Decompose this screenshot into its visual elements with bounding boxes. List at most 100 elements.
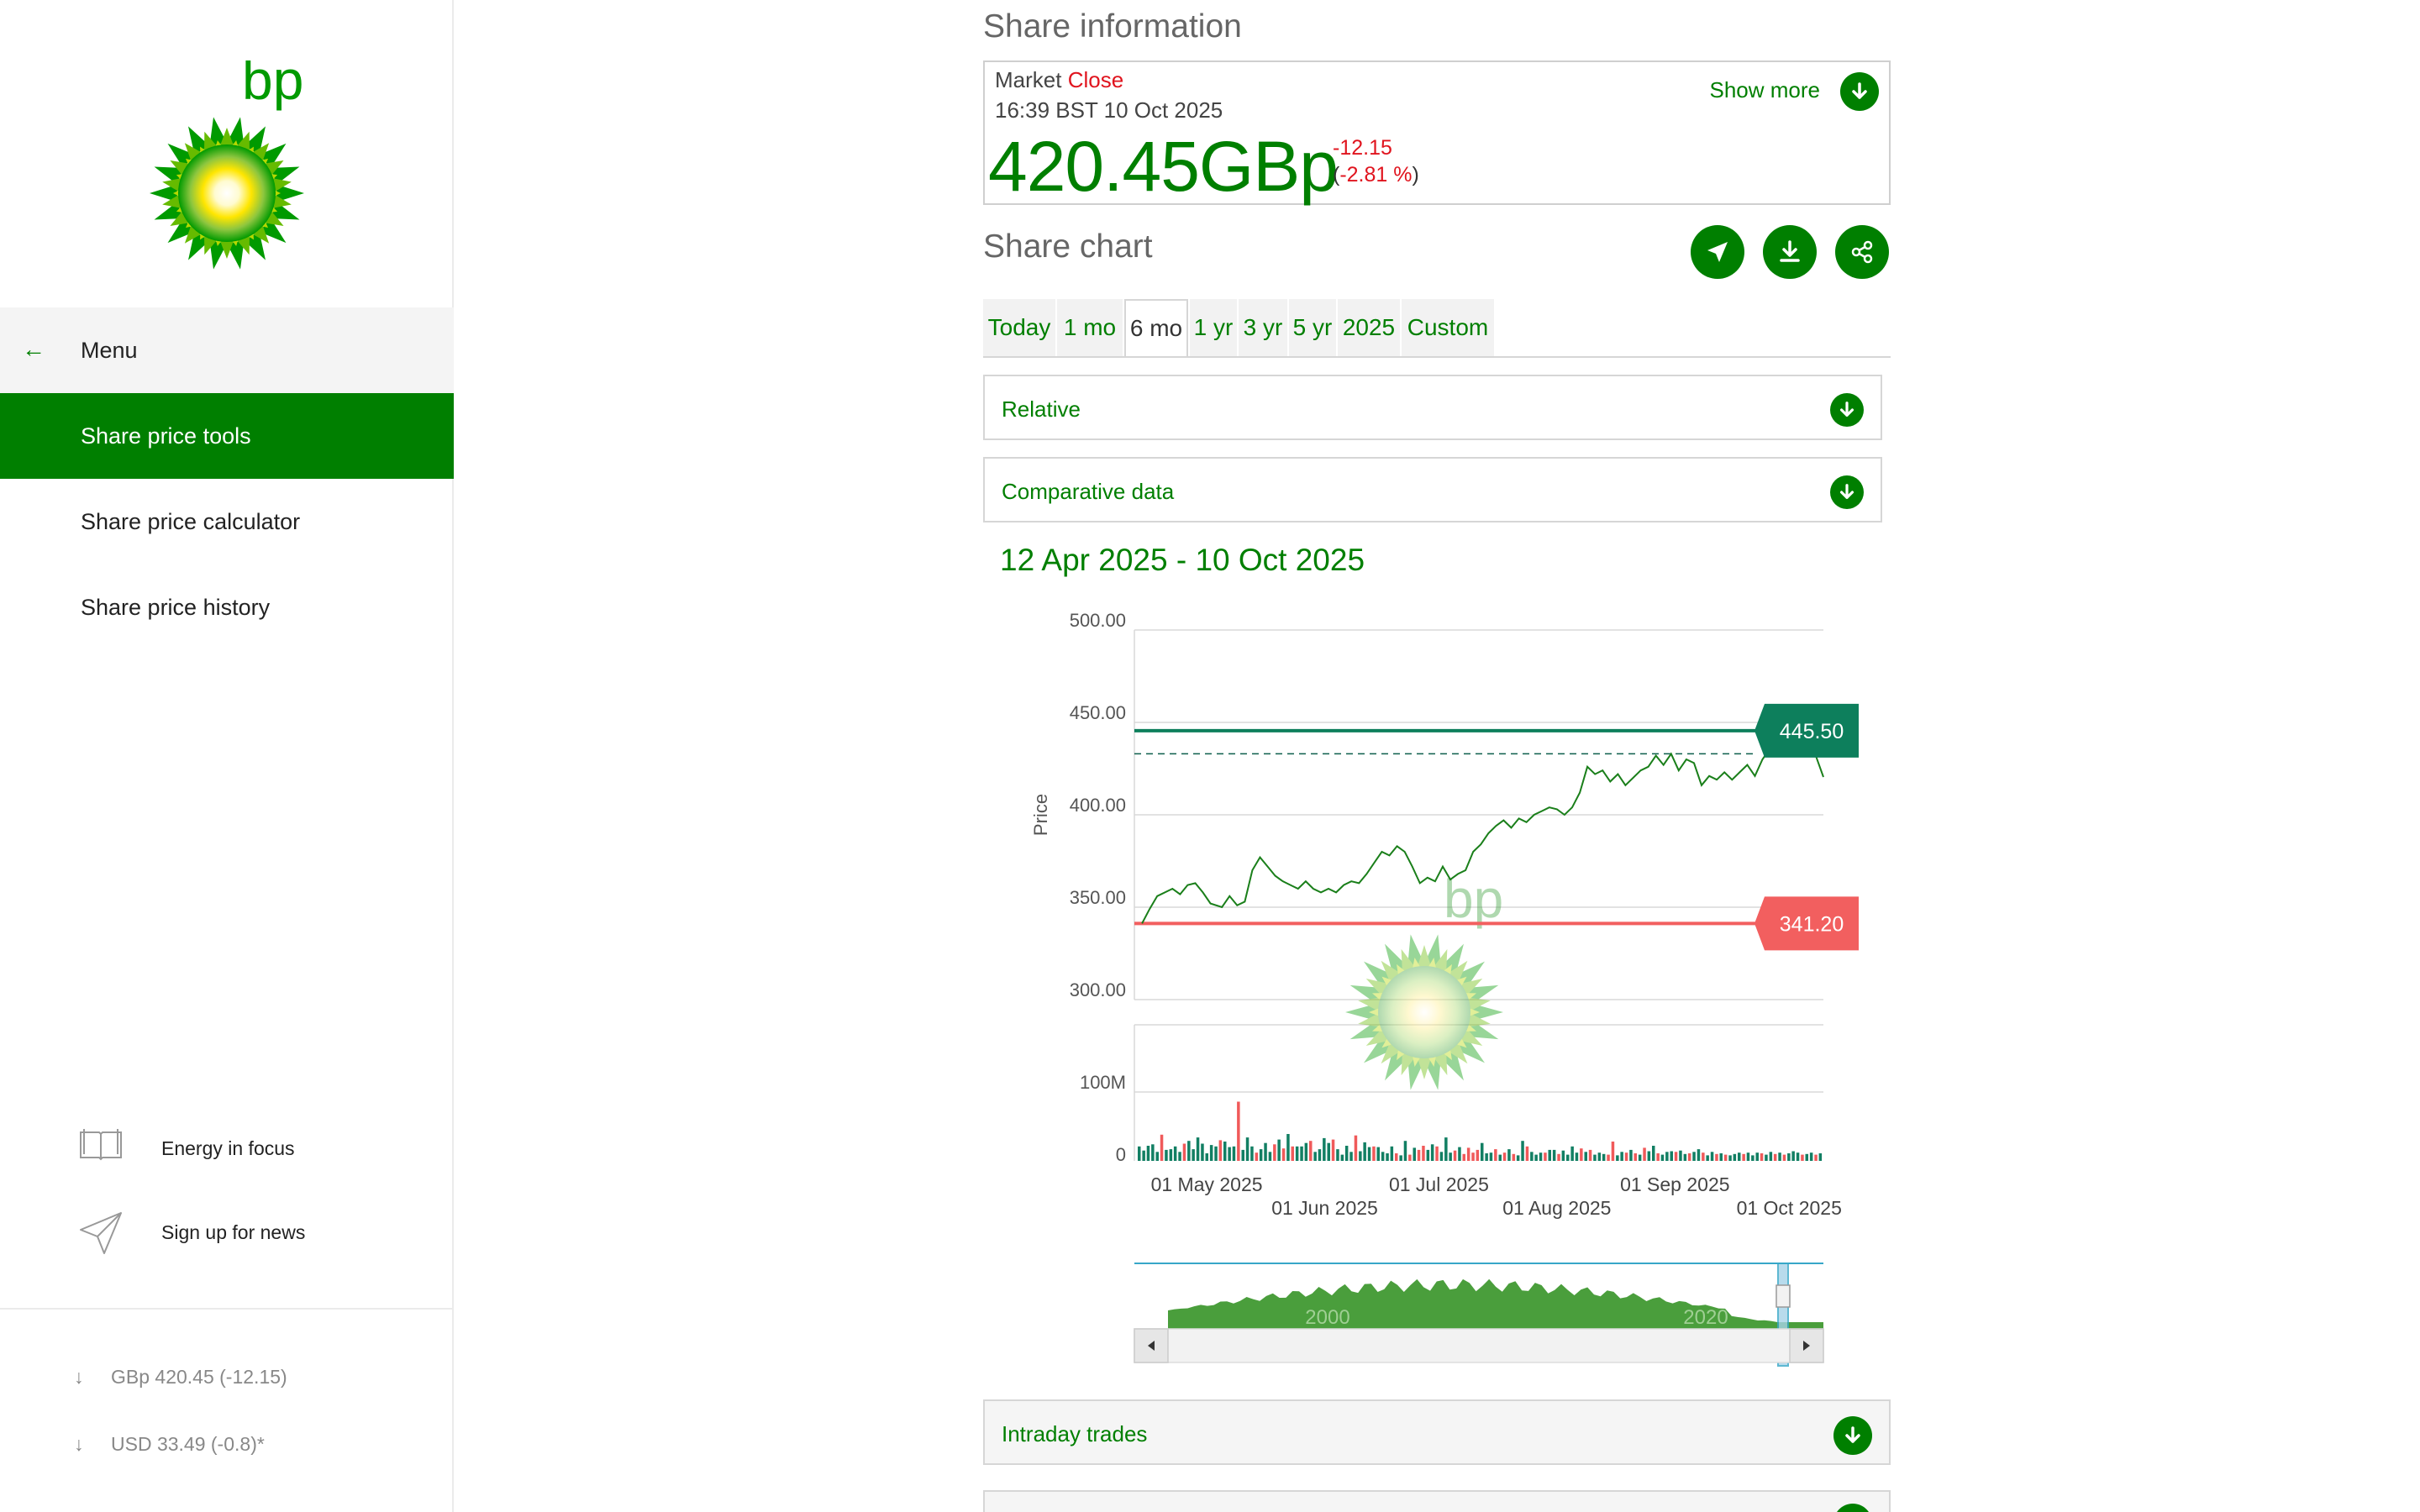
accordion-label: Comparative data — [1002, 479, 1175, 504]
ticker-gbp: ↓ GBp 420.45 (-12.15) — [74, 1366, 287, 1389]
share-button[interactable] — [1835, 225, 1889, 279]
volume-bar — [1165, 1149, 1168, 1161]
expand-button[interactable] — [1830, 393, 1864, 427]
nav-label: Share price tools — [81, 423, 251, 449]
next-accordion[interactable] — [983, 1490, 1891, 1512]
watermark-core — [1378, 966, 1470, 1058]
sun-petal — [1385, 943, 1408, 975]
volume-bar — [1399, 1155, 1402, 1161]
volume-bar — [1697, 1149, 1701, 1161]
nav-share-price-tools[interactable]: Share price tools — [0, 393, 454, 479]
sun-petal — [184, 143, 204, 165]
tab-1-yr[interactable]: 1 yr — [1190, 299, 1237, 356]
tab-6-mo[interactable]: 6 mo — [1124, 299, 1188, 356]
sun-petal — [227, 240, 245, 270]
volume-bar — [1439, 1152, 1444, 1161]
volume-bar — [1413, 1147, 1416, 1161]
ticker-usd: ↓ USD 33.49 (-0.8)* — [74, 1433, 265, 1456]
send-button[interactable] — [1691, 225, 1744, 279]
volume-tick-label: 100M — [1080, 1072, 1126, 1093]
expand-button[interactable] — [1833, 1504, 1872, 1512]
nav-share-price-calculator[interactable]: Share price calculator — [0, 479, 454, 564]
bp-logo[interactable]: bp — [143, 49, 311, 279]
navigator-scrollbar — [1134, 1328, 1824, 1363]
scroll-left-icon — [1148, 1341, 1155, 1351]
volume-bar — [1611, 1142, 1615, 1161]
volume-bar — [1647, 1151, 1651, 1161]
scroll-right-icon — [1803, 1341, 1810, 1351]
watermark-text: bp — [1444, 869, 1503, 929]
intraday-trades-accordion[interactable]: Intraday trades — [983, 1399, 1891, 1465]
volume-bar — [1458, 1147, 1461, 1161]
market-timestamp: 16:39 BST 10 Oct 2025 — [995, 97, 1223, 123]
x-tick-label: 01 Oct 2025 — [1737, 1197, 1842, 1219]
tab-custom[interactable]: Custom — [1402, 299, 1494, 356]
volume-bar — [1323, 1137, 1326, 1161]
comparative-data-accordion[interactable]: Comparative data — [983, 457, 1882, 522]
arrow-down-icon: ↓ — [74, 1433, 84, 1455]
volume-bar — [1340, 1154, 1344, 1161]
sun-petal — [218, 238, 235, 259]
sun-petal — [227, 117, 245, 146]
arrow-down-icon: ↓ — [74, 1366, 84, 1388]
volume-bar — [1205, 1153, 1208, 1161]
tab-5-yr[interactable]: 5 yr — [1289, 299, 1336, 356]
share-price-chart[interactable]: bp 500.00 450.00 400.00 350.00 300.00 100M 0 P… — [1008, 588, 1899, 1369]
volume-bar — [1209, 1145, 1213, 1161]
paren-open: ( — [1333, 163, 1340, 186]
back-arrow-icon[interactable]: ← — [22, 336, 45, 362]
volume-bar — [1196, 1137, 1200, 1161]
volume-bar — [1787, 1153, 1791, 1161]
volume-bar — [1309, 1141, 1313, 1161]
sun-petal — [218, 128, 235, 149]
sun-petal — [1349, 984, 1382, 1004]
low-price-label-text: 341.20 — [1780, 912, 1844, 936]
market-status: Close — [1067, 67, 1124, 92]
nav-share-price-history[interactable]: Share price history — [0, 564, 454, 650]
volume-bar — [1331, 1139, 1335, 1161]
share-info-box: Market Close 16:39 BST 10 Oct 2025 420.4… — [983, 60, 1891, 206]
volume-bar — [1363, 1142, 1366, 1161]
volume-bar — [1607, 1154, 1610, 1161]
download-button[interactable] — [1763, 225, 1817, 279]
sun-petal — [1407, 1058, 1424, 1090]
link-label: Energy in focus — [161, 1137, 295, 1159]
volume-bar — [1805, 1153, 1808, 1161]
expand-button[interactable] — [1830, 475, 1864, 509]
volume-bar — [1471, 1152, 1475, 1161]
volume-bar — [1760, 1153, 1764, 1161]
volume-bar — [1223, 1142, 1227, 1161]
relative-accordion[interactable]: Relative — [983, 375, 1882, 440]
tab-2025[interactable]: 2025 — [1338, 299, 1400, 356]
share-chart-title: Share chart — [983, 228, 1153, 265]
tab-3-yr[interactable]: 3 yr — [1239, 299, 1287, 356]
volume-bar — [1426, 1149, 1430, 1161]
y-tick-label: 350.00 — [1070, 887, 1126, 908]
volume-bar — [1349, 1152, 1353, 1161]
show-more-link[interactable]: Show more — [1709, 77, 1821, 102]
volume-bar — [1580, 1148, 1583, 1161]
volume-bar — [1386, 1153, 1389, 1161]
volume-bar — [1336, 1149, 1339, 1161]
volume-bar — [1620, 1152, 1623, 1161]
expand-button[interactable] — [1833, 1416, 1872, 1455]
volume-bar — [1521, 1141, 1524, 1161]
volume-bar — [1237, 1101, 1240, 1161]
chart-date-range: 12 Apr 2025 - 10 Oct 2025 — [1000, 543, 1365, 577]
sun-petal — [150, 184, 177, 202]
menu-header[interactable]: ← Menu — [0, 307, 454, 393]
volume-bar — [1652, 1146, 1655, 1161]
volume-bar — [1155, 1152, 1159, 1161]
sun-petal — [1385, 1049, 1408, 1081]
volume-bar — [1449, 1152, 1452, 1161]
tab-1-mo[interactable]: 1 mo — [1057, 299, 1123, 356]
volume-bar — [1818, 1153, 1823, 1161]
show-more-button[interactable] — [1840, 72, 1879, 111]
x-tick-label: 01 Jun 2025 — [1271, 1197, 1378, 1219]
volume-bar — [1476, 1149, 1480, 1161]
sun-petal — [276, 184, 304, 202]
volume-bar — [1769, 1152, 1773, 1161]
volume-bar — [1670, 1151, 1673, 1161]
tab-today[interactable]: Today — [983, 299, 1055, 356]
volume-bar — [1300, 1146, 1303, 1161]
